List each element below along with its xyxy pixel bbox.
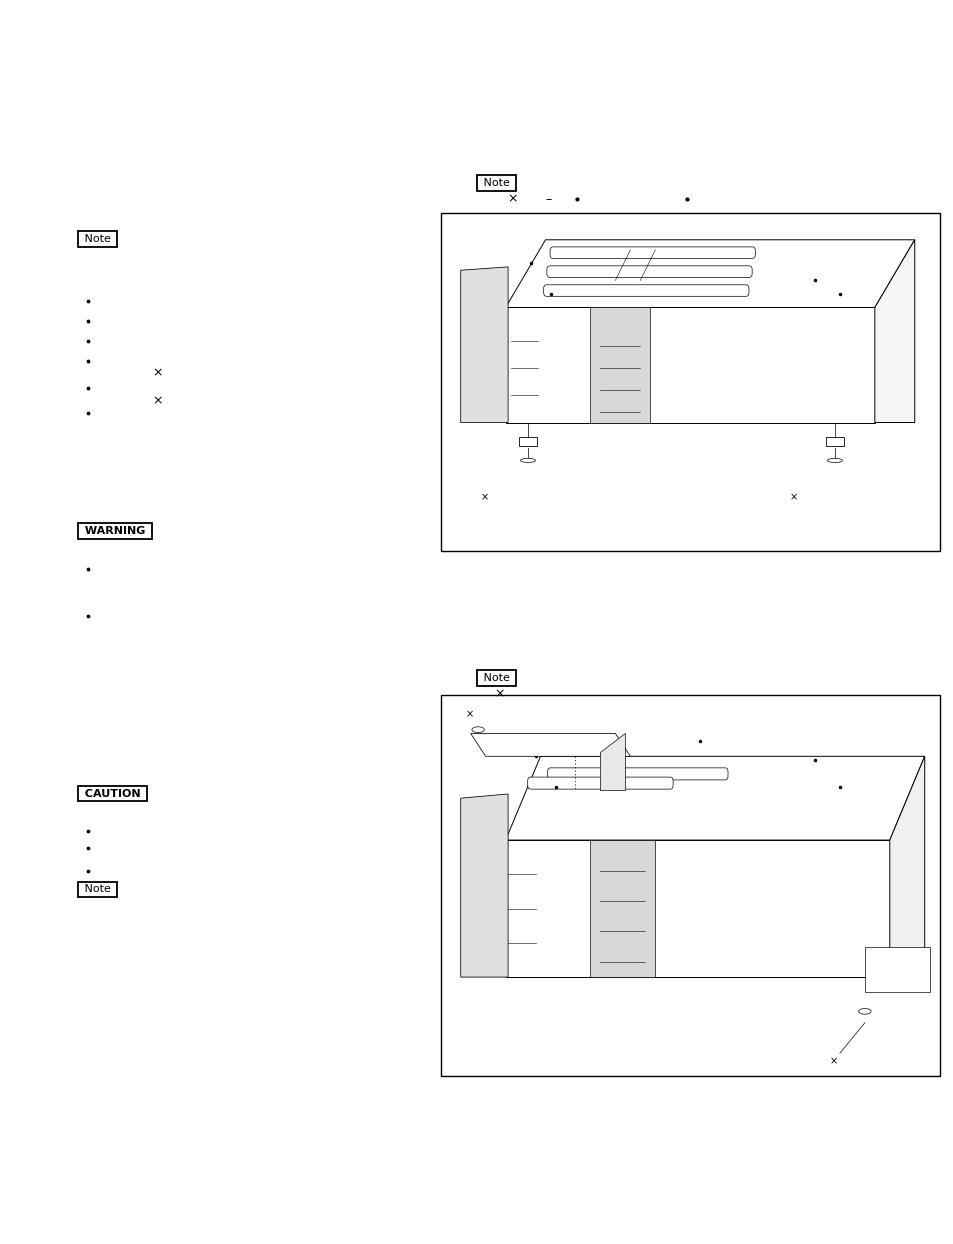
Polygon shape [460, 267, 508, 423]
Text: WARNING: WARNING [81, 526, 150, 536]
Polygon shape [505, 307, 874, 423]
Text: Note: Note [479, 673, 513, 683]
Ellipse shape [826, 458, 841, 463]
Polygon shape [505, 840, 889, 977]
Polygon shape [874, 240, 914, 423]
Ellipse shape [520, 458, 535, 463]
Polygon shape [599, 734, 625, 791]
Text: –: – [545, 193, 552, 205]
Bar [518, 437, 537, 447]
Polygon shape [889, 756, 923, 977]
FancyBboxPatch shape [543, 285, 748, 296]
Polygon shape [590, 840, 655, 977]
Text: CAUTION: CAUTION [81, 789, 145, 799]
Ellipse shape [472, 726, 484, 733]
Polygon shape [864, 947, 929, 993]
Bar [825, 437, 843, 447]
Polygon shape [505, 240, 914, 307]
Bar [440, 695, 939, 1076]
FancyBboxPatch shape [550, 246, 755, 259]
Bar [440, 213, 939, 551]
Polygon shape [460, 794, 508, 977]
Ellipse shape [858, 1009, 870, 1014]
Polygon shape [505, 756, 923, 840]
FancyBboxPatch shape [546, 266, 751, 277]
Text: ×: × [152, 367, 163, 379]
Text: ×: × [507, 193, 517, 205]
Text: Note: Note [81, 234, 114, 244]
Text: ×: × [152, 394, 163, 407]
FancyBboxPatch shape [527, 778, 673, 789]
Text: Note: Note [81, 884, 114, 894]
FancyBboxPatch shape [547, 768, 727, 780]
Polygon shape [590, 307, 650, 423]
Text: ×: × [789, 491, 798, 501]
Text: Note: Note [479, 178, 513, 188]
Text: ×: × [465, 709, 474, 719]
Text: ×: × [494, 688, 504, 700]
Text: ×: × [829, 1056, 837, 1066]
Polygon shape [470, 734, 630, 756]
Text: ×: × [480, 491, 488, 501]
